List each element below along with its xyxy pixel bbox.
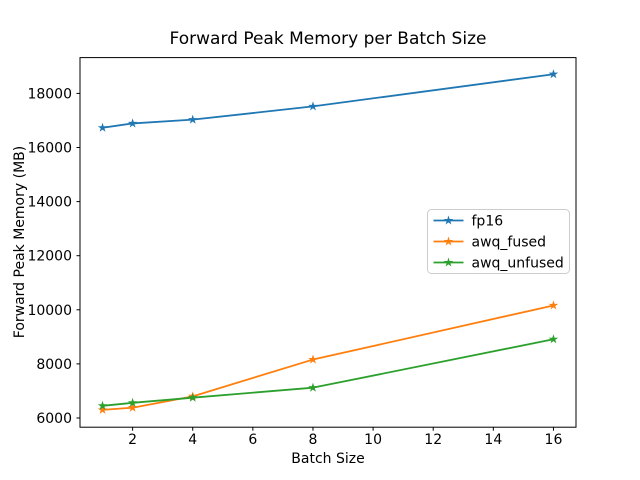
- y-axis-label: Forward Peak Memory (MB): [12, 145, 28, 339]
- data-point-awq_unfused: [548, 334, 559, 344]
- data-point-awq_unfused: [97, 400, 108, 410]
- x-tick-label: 16: [545, 432, 563, 448]
- legend-marker: [443, 257, 454, 267]
- legend-label: awq_fused: [472, 235, 547, 251]
- y-tick-label: 10000: [27, 303, 72, 319]
- x-tick-label: 4: [188, 432, 197, 448]
- legend-box: [427, 209, 570, 274]
- data-point-awq_fused: [308, 354, 318, 364]
- x-tick-label: 14: [484, 432, 502, 448]
- data-point-fp16: [187, 114, 198, 124]
- data-point-awq_unfused: [308, 382, 318, 392]
- data-point-fp16: [548, 69, 559, 79]
- y-tick-label: 12000: [27, 249, 72, 265]
- y-tick-label: 8000: [36, 357, 72, 373]
- y-tick-label: 18000: [27, 86, 72, 102]
- x-tick-label: 2: [128, 432, 137, 448]
- y-tick-label: 14000: [27, 195, 72, 211]
- x-tick-label: 8: [309, 432, 318, 448]
- data-point-fp16: [127, 118, 138, 128]
- x-tick-label: 10: [364, 432, 382, 448]
- x-tick-label: 6: [248, 432, 257, 448]
- data-point-awq_unfused: [187, 392, 198, 402]
- legend-marker: [443, 215, 454, 225]
- data-point-awq_fused: [97, 404, 108, 414]
- y-tick-label: 6000: [36, 411, 72, 427]
- data-point-awq_fused: [127, 402, 138, 412]
- data-point-awq_fused: [548, 300, 559, 310]
- data-point-awq_unfused: [127, 397, 138, 407]
- y-tick-label: 16000: [27, 141, 72, 157]
- chart-title: Forward Peak Memory per Batch Size: [169, 29, 487, 49]
- x-axis-label: Batch Size: [291, 451, 365, 467]
- legend-label: fp16: [472, 214, 504, 230]
- legend-label: awq_unfused: [472, 256, 564, 272]
- data-point-fp16: [308, 101, 318, 111]
- data-point-fp16: [97, 122, 108, 132]
- legend-marker: [443, 236, 454, 246]
- x-tick-label: 12: [424, 432, 442, 448]
